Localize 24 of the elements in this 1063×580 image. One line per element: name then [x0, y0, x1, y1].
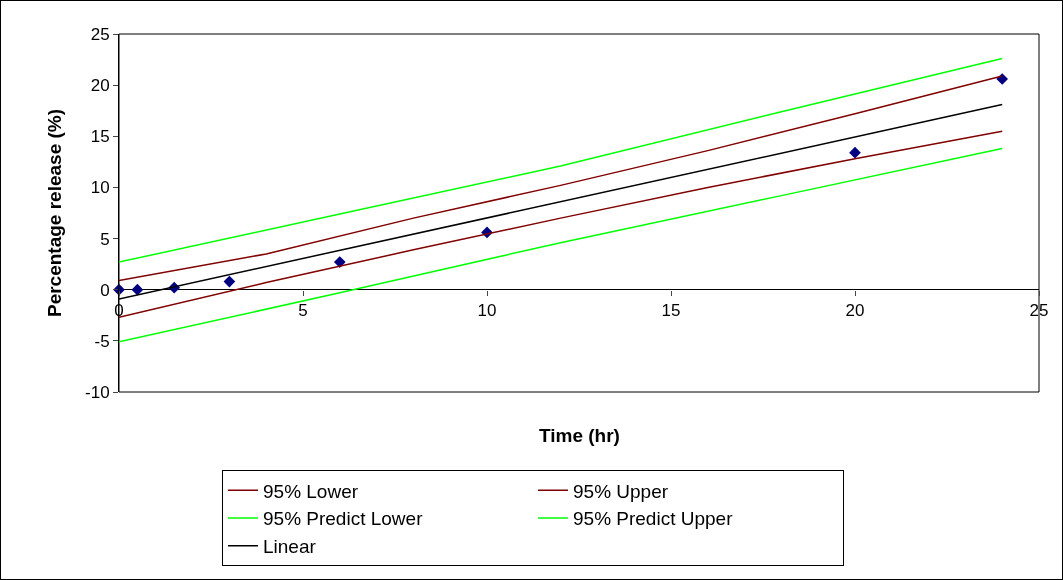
x-tick-label: 15 [661, 301, 681, 321]
y-tick-label: 20 [90, 76, 110, 96]
legend-label: 95% Predict Lower [263, 508, 424, 530]
y-tick-label: -5 [94, 331, 110, 351]
line-series [119, 57, 1003, 263]
y-axis-title: Percentage release (%) [43, 108, 65, 318]
legend-label: Linear [263, 536, 317, 558]
y-tick-label: 0 [100, 280, 110, 300]
y-tick-label: 10 [90, 178, 110, 198]
y-tick-label: -10 [85, 382, 110, 402]
x-tick-label: 10 [477, 301, 497, 321]
x-axis-title: Time (hr) [539, 425, 620, 446]
point [849, 146, 861, 159]
legend-label: 95% Predict Upper [573, 508, 734, 530]
y-tick-label: 25 [90, 24, 110, 44]
y-tick-label: 5 [100, 229, 110, 249]
y-tick-label: 15 [90, 127, 110, 147]
point [223, 275, 236, 288]
legend-label: 95% Lower [263, 480, 359, 502]
x-tick-label: 5 [298, 301, 308, 321]
legend-label: 95% Upper [573, 480, 669, 502]
point [131, 283, 144, 296]
x-tick-label: 25 [1029, 301, 1049, 321]
x-tick-label: 20 [845, 301, 865, 321]
